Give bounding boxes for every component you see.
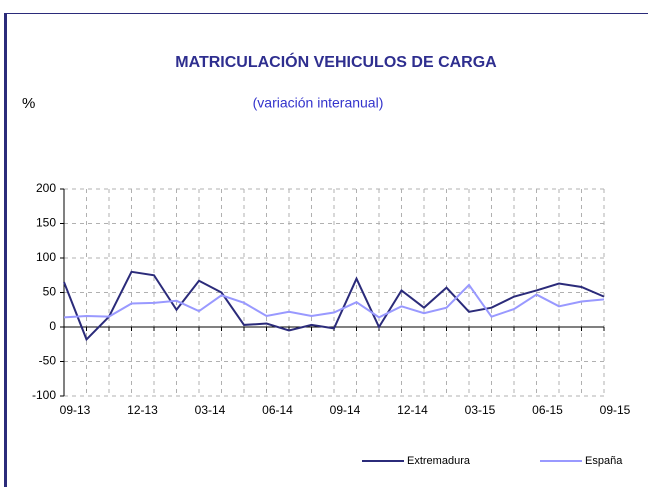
legend-label: España [585,455,623,467]
x-tick-label: 09-14 [330,403,361,417]
x-tick-label: 06-14 [262,403,293,417]
series-line [63,270,605,342]
y-tick-label: 150 [36,216,56,230]
y-axis-label: % [22,95,35,112]
y-tick-label: 200 [36,181,56,195]
x-tick-label: 03-15 [465,403,496,417]
y-tick-label: -100 [32,388,56,402]
chart-subtitle: (variación interanual) [253,95,384,111]
x-tick-label: 12-14 [397,403,428,417]
chart-title: MATRICULACIÓN VEHICULOS DE CARGA [175,52,497,71]
x-tick-label: 06-15 [532,403,563,417]
legend-label: Extremadura [407,455,471,467]
x-tick-label: 09-13 [60,403,91,417]
y-tick-label: -50 [39,354,57,368]
x-tick-label: 03-14 [195,403,226,417]
y-tick-label: 100 [36,250,56,264]
y-tick-label: 0 [49,319,56,333]
x-tick-label: 12-13 [127,403,158,417]
x-tick-label: 09-15 [600,403,631,417]
y-tick-label: 50 [43,285,57,299]
series-line [63,283,605,319]
frame-left [4,13,7,487]
